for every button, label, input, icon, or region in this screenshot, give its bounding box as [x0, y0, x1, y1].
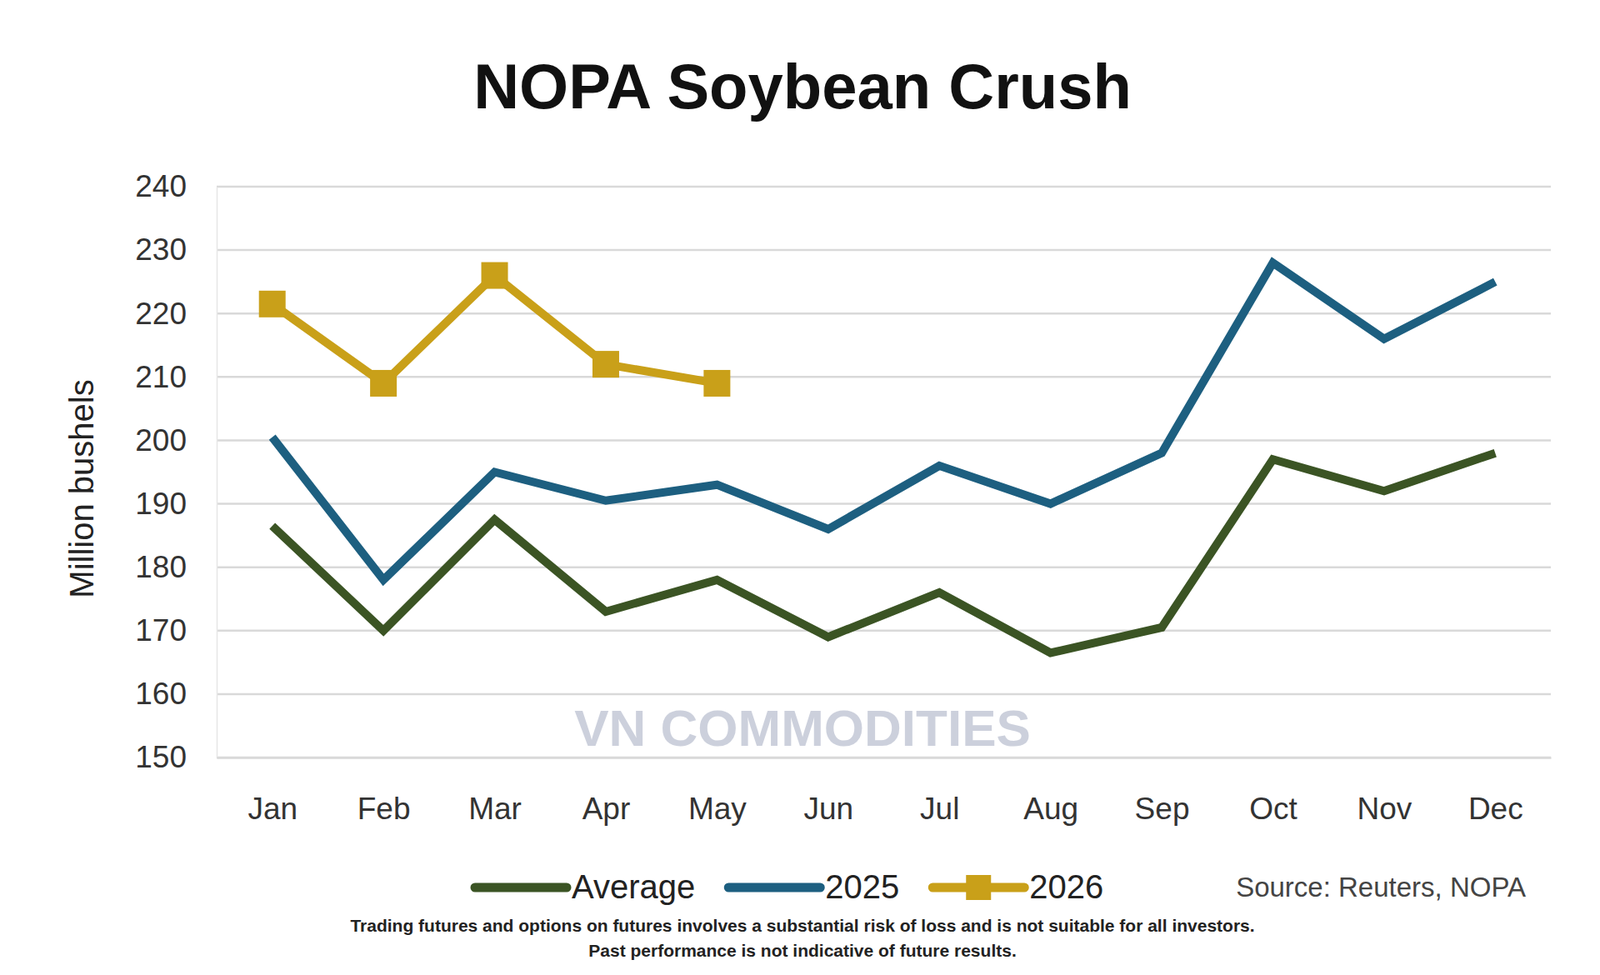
y-tick: 230 — [135, 232, 217, 267]
y-tick: 160 — [135, 676, 217, 711]
grid-line — [216, 756, 1551, 760]
y-tick: 200 — [135, 423, 217, 458]
y-tick-label: 210 — [135, 360, 187, 395]
y-tick-label: 180 — [135, 550, 187, 585]
y-tick: 240 — [135, 169, 217, 204]
x-tick: Apr — [582, 757, 631, 826]
x-tick: Sep — [1135, 757, 1190, 826]
x-tick: Feb — [357, 757, 411, 826]
x-tick: Jun — [803, 757, 854, 826]
title: NOPA Soybean Crush — [473, 50, 1132, 122]
y-tick-label: 150 — [135, 740, 187, 775]
series-marker — [259, 290, 286, 318]
y-tick-label: 170 — [135, 613, 187, 648]
y-tick-label: 220 — [135, 296, 187, 331]
x-tick: Dec — [1468, 757, 1524, 826]
legend-marker — [965, 875, 991, 900]
legend-key — [475, 883, 567, 893]
x-tick-label: Jul — [920, 791, 960, 826]
legend-key — [728, 883, 820, 893]
grid-line — [216, 630, 1551, 633]
legend-item: 2026 — [932, 868, 1104, 905]
y-tick: 180 — [135, 550, 217, 585]
y-tick: 190 — [135, 486, 217, 521]
y-tick-label: 160 — [135, 676, 187, 711]
plot-area — [259, 262, 1496, 654]
x-tick: Aug — [1023, 757, 1079, 826]
legend-item: Average — [475, 868, 695, 905]
grid-line — [216, 185, 1551, 189]
y-tick: 170 — [135, 613, 217, 648]
legend: Average 2025 2026 — [475, 868, 1104, 905]
x-tick: Jan — [247, 757, 298, 826]
legend-item: 2025 — [728, 868, 900, 905]
y-tick: 220 — [135, 296, 217, 331]
y-tick-label: 200 — [135, 423, 187, 458]
x-tick-label: Jun — [803, 791, 854, 826]
x-tick: Oct — [1249, 757, 1298, 826]
x-tick-label: Sep — [1135, 791, 1190, 826]
y-tick-label: 190 — [135, 486, 187, 521]
grid-line — [216, 249, 1551, 252]
y-tick-label: 240 — [135, 169, 187, 204]
x-tick-label: Nov — [1356, 791, 1412, 826]
x-tick: Jul — [920, 757, 960, 826]
x-tick-label: Oct — [1249, 791, 1298, 826]
series-marker — [703, 370, 730, 397]
legend-label: Average — [571, 868, 695, 905]
x-axis-line — [217, 756, 1552, 760]
x-tick-label: Dec — [1468, 791, 1524, 826]
chart: NOPA Soybean Crush VN COMMODITIES 150 160 17… — [0, 0, 1600, 975]
series-line — [272, 453, 1496, 654]
grid-line — [216, 375, 1551, 379]
series-marker — [592, 350, 620, 378]
y-tick-label: 230 — [135, 232, 187, 267]
legend-label: 2026 — [1029, 868, 1104, 905]
x-tick-label: Feb — [357, 791, 411, 826]
series-marker — [370, 370, 397, 397]
grid-line — [216, 693, 1551, 696]
grid — [216, 186, 1551, 758]
disclaimer: Past performance is not indicative of fu… — [588, 940, 1016, 960]
grid-line — [216, 565, 1551, 569]
x-tick: Nov — [1356, 757, 1412, 826]
series-line — [272, 262, 1496, 580]
grid-line — [216, 502, 1551, 505]
x-tick-label: Aug — [1023, 791, 1079, 826]
x-axis: Jan Feb Mar Apr May Jun Jul Aug Sep Oct Nov Dec — [217, 757, 1552, 826]
legend-label: 2025 — [825, 868, 900, 905]
grid-line — [216, 439, 1551, 442]
series-line — [272, 275, 718, 384]
x-tick-label: May — [688, 791, 747, 826]
x-tick-label: Apr — [582, 791, 631, 826]
series-marker — [481, 262, 509, 290]
y-axis-line — [216, 187, 219, 759]
disclaimer: Trading futures and options on futures i… — [350, 915, 1255, 935]
y-axis: 150 160 170 180 190 200 210 220 230 240 — [135, 169, 217, 775]
y-axis-title: Million bushels — [63, 379, 100, 598]
watermark: VN COMMODITIES — [574, 699, 1031, 757]
y-tick: 150 — [135, 740, 217, 775]
x-tick-label: Jan — [247, 791, 298, 826]
x-tick: May — [688, 757, 747, 826]
x-tick: Mar — [468, 757, 522, 826]
x-tick-label: Mar — [468, 791, 522, 826]
y-tick: 210 — [135, 360, 217, 395]
source: Source: Reuters, NOPA — [1235, 871, 1526, 903]
